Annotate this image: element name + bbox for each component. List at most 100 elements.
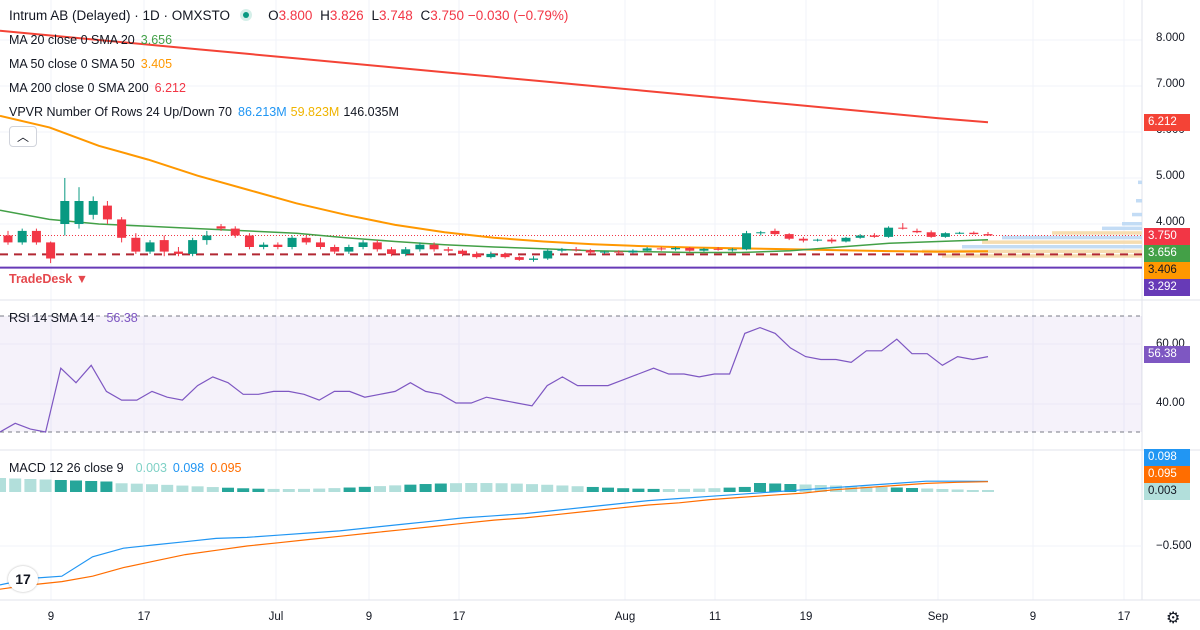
macd-histogram-bar [161, 484, 174, 492]
legend-ma200[interactable]: MA 200 close 0 SMA 200 6.212 [9, 81, 186, 95]
symbol-title[interactable]: Intrum AB (Delayed) · 1D · OMXSTO [9, 8, 231, 23]
macd-histogram-bar [586, 486, 599, 492]
legend-ma50[interactable]: MA 50 close 0 SMA 50 3.405 [9, 57, 172, 71]
vpvr-row [1052, 231, 1142, 235]
candle-body [671, 247, 681, 250]
macd-histogram-bar [222, 487, 234, 492]
macd-histogram-bar [693, 488, 706, 492]
macd-histogram-bar [510, 483, 523, 492]
candle-body [17, 230, 27, 243]
legend-rsi[interactable]: RSI 14 SMA 14 56.38 [9, 311, 138, 325]
ma200-badge: 6.212 [1144, 114, 1190, 131]
candle-body [88, 201, 98, 215]
rsi-label: RSI 14 SMA 14 [9, 311, 95, 325]
tradingview-logo-icon[interactable]: 17 [8, 566, 38, 592]
candle-body [415, 244, 425, 250]
macd-histogram-bar [206, 487, 219, 492]
ma200-label: MA 200 close 0 SMA 200 [9, 81, 149, 95]
macd-histogram-bar [754, 483, 766, 492]
macd-histogram-bar [358, 486, 371, 492]
candle-body [756, 232, 766, 234]
gear-icon[interactable]: ⚙ [1166, 610, 1181, 627]
candle-body [869, 235, 879, 237]
price-tick: 5.000 [1156, 170, 1185, 182]
macd-histogram-bar [784, 484, 797, 492]
macd-badge: 0.098 [1144, 449, 1190, 466]
macd-histogram-bar [389, 485, 402, 492]
candle-body [401, 249, 411, 254]
symbol-header: Intrum AB (Delayed) · 1D · OMXSTO O3.800 … [9, 8, 568, 23]
macd-histogram-bar [267, 488, 280, 492]
macd-histogram-bar [890, 487, 903, 492]
rsi-band [0, 316, 1142, 432]
candle-body [656, 248, 666, 250]
signal-line [0, 481, 989, 590]
ohlc-high-value: 3.826 [329, 8, 364, 23]
tradedesk-label[interactable]: TradeDesk ▼ [9, 272, 88, 286]
tradedesk-text: TradeDesk [9, 272, 73, 286]
ma200-line [0, 29, 989, 124]
legend-ma20[interactable]: MA 20 close 0 SMA 20 3.656 [9, 33, 172, 47]
candle-body [344, 247, 354, 252]
vpvr-label: VPVR Number Of Rows 24 Up/Down 70 [9, 105, 233, 119]
macd-histogram-bar [450, 483, 462, 492]
collapse-legend-button[interactable]: ︿ [9, 126, 37, 147]
candle-body [145, 242, 155, 252]
rsi-value: 56.38 [106, 311, 138, 325]
candle-body [131, 237, 141, 252]
macd-tick: −0.500 [1156, 540, 1192, 552]
candle-body [273, 244, 283, 247]
candle-body [940, 233, 950, 237]
candle-body [571, 249, 581, 251]
candle-body [330, 247, 340, 252]
macd-histogram-bar [541, 484, 554, 492]
macd-histogram-bar [115, 483, 128, 492]
legend-vpvr[interactable]: VPVR Number Of Rows 24 Up/Down 70 86.213M… [9, 105, 399, 119]
market-status-icon [240, 9, 253, 21]
vpvr-row [1138, 180, 1142, 185]
macd-histogram-bar [526, 484, 538, 492]
candle-body [202, 235, 212, 241]
candle-body [898, 227, 908, 229]
candle-body [955, 232, 965, 234]
price-tick: 8.000 [1156, 32, 1185, 44]
macd-histogram-bar [708, 488, 721, 492]
vpvr-total-value: 146.035M [343, 105, 399, 119]
vpvr-row [942, 254, 1142, 258]
time-tick: Sep [927, 611, 949, 623]
candle-body [614, 251, 624, 253]
legend-macd[interactable]: MACD 12 26 close 9 0.003 0.098 0.095 [9, 461, 241, 475]
candle-body [159, 240, 169, 252]
macd-histogram-bar [237, 488, 250, 492]
macd-histogram-bar [936, 489, 949, 492]
candle-body [287, 237, 297, 247]
candle-body [713, 248, 723, 250]
candle-body [628, 250, 638, 253]
triangle-down-icon: ▼ [75, 272, 89, 286]
macd-histogram-bar [191, 486, 204, 492]
candle-body [358, 242, 368, 247]
level-badge: 3.292 [1144, 279, 1190, 296]
macd-histogram-bar [328, 488, 341, 492]
ma200-value: 6.212 [154, 81, 186, 95]
vpvr-row [1132, 212, 1142, 217]
candle-body [529, 258, 539, 260]
chevron-up-icon: ︿ [16, 130, 29, 144]
macd-histogram-bar [24, 479, 37, 492]
candle-body [301, 237, 311, 243]
hist-badge: 0.003 [1144, 483, 1190, 500]
candle-body [472, 253, 482, 258]
candle-body [841, 237, 851, 242]
macd-histogram-bar [906, 488, 918, 492]
time-tick: 19 [799, 611, 813, 623]
candle-body [770, 230, 780, 235]
candle-body [585, 250, 595, 253]
candle-body [102, 205, 112, 220]
ma20-line [0, 209, 989, 254]
vpvr-row [1002, 235, 1142, 240]
candle-body [3, 235, 13, 243]
candle-body [983, 234, 993, 236]
ma20-badge: 3.656 [1144, 245, 1190, 262]
macd-histogram-bar [146, 484, 158, 492]
